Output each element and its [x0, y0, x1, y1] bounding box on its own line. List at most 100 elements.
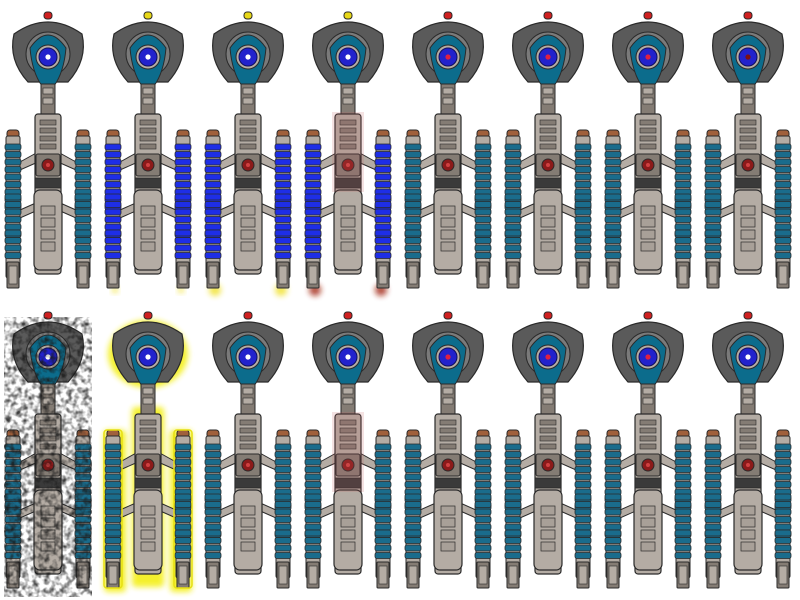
- nacelle-block: [474, 143, 492, 151]
- ship-sprite: [604, 311, 692, 589]
- nacelle-block: [604, 208, 622, 216]
- neck-panel: [142, 397, 154, 405]
- neck-panel: [742, 97, 754, 105]
- nacelle-block: [274, 473, 292, 481]
- nacelle-block: [404, 544, 422, 552]
- nacelle-foot-panel: [678, 565, 688, 585]
- nacelle-block: [504, 516, 522, 523]
- nacelle-block: [374, 443, 392, 451]
- hull-panel: [639, 135, 657, 142]
- hull-panel: [239, 443, 257, 450]
- nacelle-block: [274, 208, 292, 216]
- nacelle-block: [274, 493, 292, 501]
- ship-sprite: [4, 311, 92, 597]
- hull-panel: [539, 419, 557, 426]
- nacelle-block: [674, 244, 692, 252]
- hull-band: [634, 177, 662, 189]
- cargo-panel: [740, 505, 756, 516]
- cargo-panel: [140, 229, 156, 240]
- nacelle-block: [374, 229, 392, 237]
- hull-band: [134, 477, 162, 489]
- cargo-panel: [340, 217, 356, 228]
- cargo-panel: [240, 505, 256, 516]
- cargo-panel: [240, 205, 256, 216]
- nacelle-block: [104, 151, 122, 158]
- nacelle-block: [104, 544, 122, 552]
- nacelle-block: [704, 493, 722, 501]
- nacelle-block: [574, 201, 592, 208]
- nacelle-block: [704, 552, 722, 559]
- nacelle-block: [404, 158, 422, 166]
- cargo-panel: [340, 517, 356, 528]
- nacelle-block: [104, 193, 122, 201]
- nacelle-block: [674, 481, 692, 488]
- nacelle-block: [374, 544, 392, 552]
- nacelle-block: [404, 193, 422, 201]
- nacelle-block: [674, 173, 692, 181]
- hull-panel: [239, 119, 257, 126]
- nacelle-block: [574, 244, 592, 252]
- neck-panel: [642, 87, 654, 95]
- nacelle-block: [474, 223, 492, 231]
- nacelle-block: [704, 166, 722, 173]
- tip-light: [343, 11, 353, 20]
- nacelle-block: [174, 252, 192, 259]
- nacelle-right: [674, 429, 692, 589]
- nacelle-block: [774, 501, 792, 508]
- nacelle-block: [704, 208, 722, 216]
- hull-band: [234, 177, 262, 189]
- hull-band: [634, 477, 662, 489]
- nacelle-block: [204, 216, 222, 223]
- hull-panel: [139, 135, 157, 142]
- nacelle-block: [274, 173, 292, 181]
- nacelle-block: [604, 173, 622, 181]
- nacelle-block: [574, 516, 592, 523]
- nacelle-block: [404, 173, 422, 181]
- nacelle-block: [774, 537, 792, 544]
- nacelle-block: [74, 173, 92, 181]
- cargo-panel: [540, 229, 556, 240]
- nacelle-block: [104, 537, 122, 544]
- nacelle-block: [274, 481, 292, 488]
- nacelle-foot-panel: [78, 265, 88, 285]
- nacelle-block: [274, 201, 292, 208]
- nacelle-block: [374, 216, 392, 223]
- nacelle-block: [374, 458, 392, 466]
- nacelle-block: [204, 166, 222, 173]
- nacelle-block: [4, 201, 22, 208]
- nacelle-block: [204, 501, 222, 508]
- nacelle-block: [274, 552, 292, 559]
- nacelle-block: [174, 143, 192, 151]
- nacelle-block: [504, 216, 522, 223]
- nacelle-block: [474, 493, 492, 501]
- nacelle-block: [474, 508, 492, 516]
- hull-panel: [439, 127, 457, 134]
- nacelle-block: [374, 537, 392, 544]
- nacelle-block: [674, 523, 692, 531]
- damage-overlay: [4, 317, 92, 597]
- nacelle-block: [474, 181, 492, 188]
- nacelle-block: [274, 458, 292, 466]
- neck-panel: [142, 97, 154, 105]
- cargo-panel: [340, 505, 356, 516]
- nacelle-block: [374, 473, 392, 481]
- nacelle-block: [204, 529, 222, 537]
- nacelle-block: [304, 451, 322, 458]
- nacelle-block: [4, 151, 22, 158]
- nacelle-block: [304, 458, 322, 466]
- nacelle-block: [204, 552, 222, 559]
- tip-light: [243, 311, 253, 320]
- bridge-dot: [146, 463, 150, 467]
- nacelle-block: [274, 237, 292, 244]
- nacelle-block: [74, 143, 92, 151]
- nacelle-block: [304, 166, 322, 173]
- hull-panel: [139, 443, 157, 450]
- nacelle-right: [274, 129, 292, 289]
- nacelle-block: [404, 451, 422, 458]
- hull-panel: [639, 119, 657, 126]
- nacelle-block: [374, 481, 392, 488]
- nacelle-block: [504, 544, 522, 552]
- nacelle-block: [574, 229, 592, 237]
- nacelle-block: [174, 501, 192, 508]
- neck-panel: [542, 387, 554, 395]
